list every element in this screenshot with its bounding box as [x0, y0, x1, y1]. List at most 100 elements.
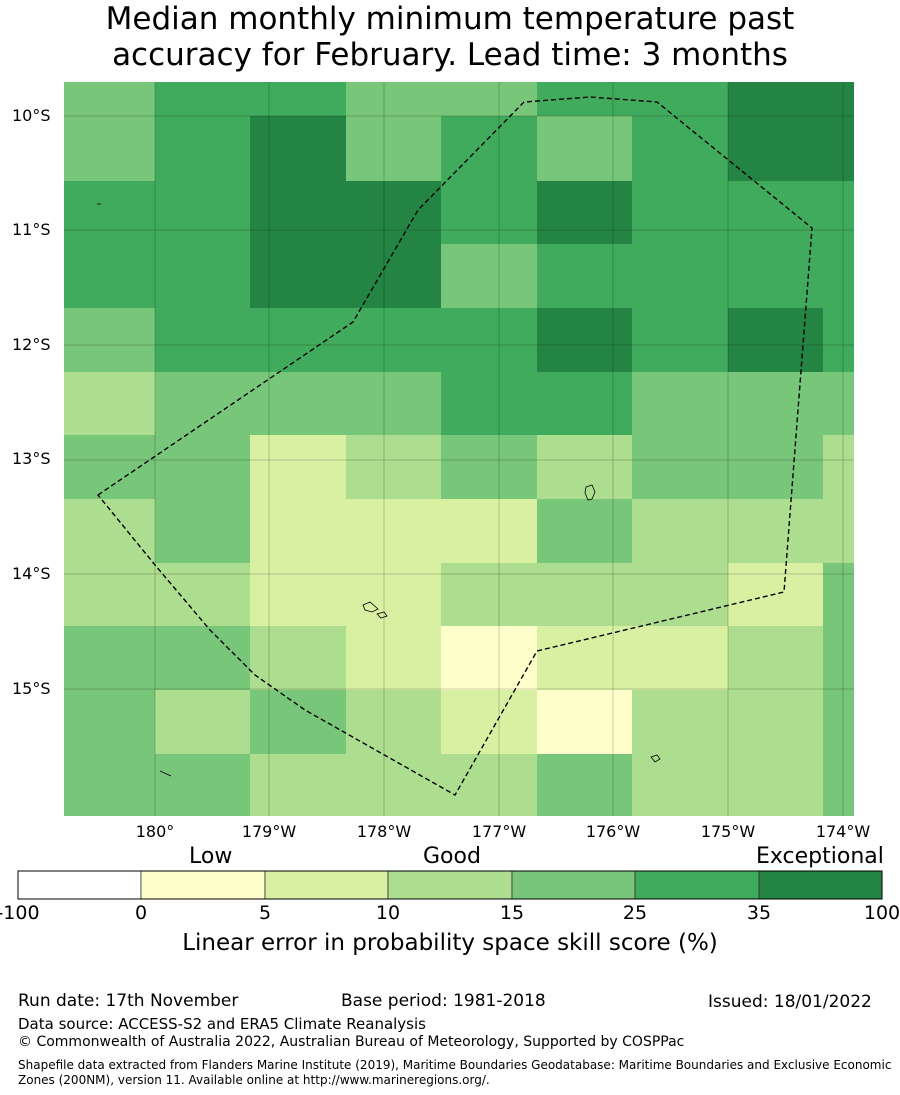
skill-cell: [537, 244, 632, 308]
colorbar-label-good: Good: [423, 844, 481, 869]
colorbar-swatch: [634, 870, 760, 900]
skill-cell: [346, 563, 441, 626]
skill-cell: [728, 244, 823, 308]
eez-boundary-dashed-line: [96, 96, 813, 796]
skill-cell: [823, 181, 854, 244]
skill-cell: [823, 244, 854, 308]
lon-label-180: 180°: [135, 822, 175, 841]
map-title-line-2: accuracy for February. Lead time: 3 mont…: [112, 37, 788, 73]
skill-cell: [250, 244, 346, 308]
skill-cell: [346, 754, 441, 816]
skill-cell: [823, 116, 854, 181]
skill-cell: [632, 308, 728, 372]
lon-label-177w: 177°W: [471, 822, 527, 841]
lat-label-15s: 15°S: [12, 679, 51, 698]
colorbar-tick-label: 5: [258, 902, 272, 924]
lat-label-14s: 14°S: [12, 564, 51, 583]
map-title-line-1: Median monthly minimum temperature past: [105, 1, 795, 37]
skill-cell: [537, 181, 632, 244]
skill-cell: [250, 626, 346, 690]
skill-cell: [632, 690, 728, 754]
skill-cell: [537, 626, 632, 690]
skill-cell: [346, 82, 441, 116]
skill-cell: [441, 754, 537, 816]
skill-grid: [64, 82, 854, 816]
skill-cell: [64, 82, 155, 116]
skill-cell: [823, 690, 854, 754]
lat-label-13s: 13°S: [12, 449, 51, 468]
skill-cell: [823, 308, 854, 372]
skill-cell: [64, 116, 155, 181]
skill-cell: [346, 626, 441, 690]
island-wallis: [584, 484, 596, 501]
skill-cell: [728, 499, 823, 563]
skill-cell: [155, 435, 250, 499]
skill-cell: [64, 626, 155, 690]
shapefile-credit-line-2: Zones (200NM), version 11. Available onl…: [18, 1073, 490, 1087]
island-niuafoou: [650, 754, 661, 763]
skill-cell: [155, 308, 250, 372]
skill-cell: [250, 754, 346, 816]
issued-date: Issued: 18/01/2022: [708, 992, 872, 1012]
colorbar-outline: [17, 870, 883, 900]
skill-cell: [632, 754, 728, 816]
skill-cell: [441, 181, 537, 244]
skill-cell: [632, 82, 728, 116]
skill-cell: [346, 499, 441, 563]
skill-cell: [823, 435, 854, 499]
skill-cell: [250, 563, 346, 626]
skill-cell: [441, 82, 537, 116]
skill-cell: [728, 372, 823, 435]
base-period: Base period: 1981-2018: [341, 991, 546, 1011]
skill-cell: [250, 181, 346, 244]
skill-cell: [537, 499, 632, 563]
colorbar-tick-label: 15: [499, 902, 525, 924]
island-alofi: [376, 611, 388, 619]
skill-cell: [64, 181, 155, 244]
skill-cell: [823, 626, 854, 690]
eez-boundary: [96, 96, 813, 796]
skill-cell: [823, 372, 854, 435]
colorbar-label-exceptional: Exceptional: [756, 844, 884, 869]
skill-cell: [250, 372, 346, 435]
skill-cell: [537, 372, 632, 435]
colorbar-swatch: [387, 870, 513, 900]
skill-cell: [250, 308, 346, 372]
colorbar-title: Linear error in probability space skill …: [182, 930, 718, 956]
copyright: © Commonwealth of Australia 2022, Austra…: [18, 1034, 685, 1050]
skill-cell: [346, 244, 441, 308]
colorbar-swatch: [140, 870, 266, 900]
skill-cell: [537, 754, 632, 816]
skill-cell: [64, 754, 155, 816]
lat-label-12s: 12°S: [12, 335, 51, 354]
skill-cell: [537, 116, 632, 181]
skill-cell: [537, 435, 632, 499]
colorbar-tick-label: 10: [375, 902, 401, 924]
skill-cell: [346, 372, 441, 435]
skill-cell: [155, 244, 250, 308]
skill-cell: [155, 372, 250, 435]
skill-cell: [441, 308, 537, 372]
skill-cell: [441, 244, 537, 308]
skill-cell: [728, 308, 823, 372]
skill-cell: [728, 754, 823, 816]
skill-cell: [155, 690, 250, 754]
skill-cell: [346, 116, 441, 181]
lat-label-10s: 10°S: [12, 106, 51, 125]
skill-cell: [64, 435, 155, 499]
skill-cell: [632, 499, 728, 563]
skill-cell: [441, 372, 537, 435]
skill-cell: [155, 181, 250, 244]
skill-cell: [250, 499, 346, 563]
skill-cell: [537, 690, 632, 754]
colorbar-swatch: [758, 870, 883, 900]
skill-cell: [64, 690, 155, 754]
skill-cell: [728, 690, 823, 754]
lon-label-175w: 175°W: [700, 822, 756, 841]
lat-label-11s: 11°S: [12, 220, 51, 239]
skill-cell: [441, 626, 537, 690]
skill-cell: [64, 372, 155, 435]
skill-cell: [632, 116, 728, 181]
island-outlines: [97, 203, 661, 777]
skill-cell: [823, 563, 854, 626]
